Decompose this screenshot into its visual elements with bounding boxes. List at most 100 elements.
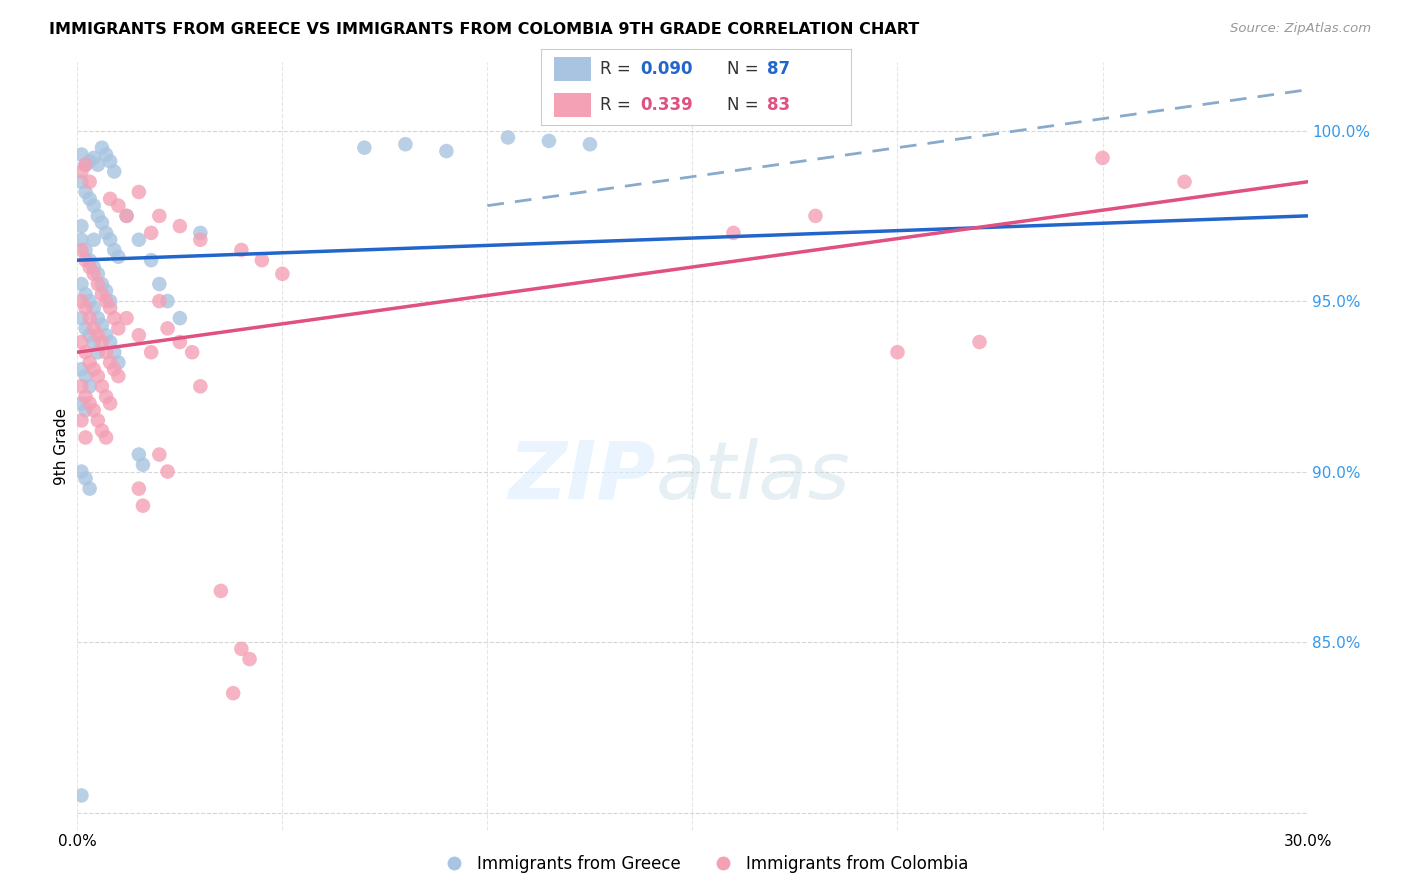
Point: [148, 448, 170, 462]
Point: [79, 192, 101, 206]
Point: [70, 294, 93, 309]
Point: [156, 294, 179, 309]
Point: [83, 403, 105, 417]
Point: [75, 345, 97, 359]
Point: [723, 226, 745, 240]
Point: [132, 499, 155, 513]
Point: [886, 345, 908, 359]
Point: [87, 267, 110, 281]
Point: [79, 482, 101, 496]
Point: [90, 334, 114, 349]
Point: [70, 396, 93, 410]
Point: [70, 465, 93, 479]
Point: [94, 328, 117, 343]
Point: [239, 652, 262, 666]
Point: [70, 233, 93, 247]
Point: [148, 294, 170, 309]
Point: [107, 369, 129, 384]
Point: [103, 345, 125, 359]
Point: [128, 233, 150, 247]
Point: [181, 345, 204, 359]
Point: [70, 413, 93, 427]
Point: [90, 141, 114, 155]
Point: [70, 789, 93, 803]
Text: IMMIGRANTS FROM GREECE VS IMMIGRANTS FROM COLOMBIA 9TH GRADE CORRELATION CHART: IMMIGRANTS FROM GREECE VS IMMIGRANTS FRO…: [49, 22, 920, 37]
Point: [141, 253, 163, 268]
Point: [496, 130, 519, 145]
Point: [79, 260, 101, 274]
Point: [128, 482, 150, 496]
Text: R =: R =: [600, 96, 636, 114]
Point: [87, 311, 110, 326]
Point: [169, 334, 191, 349]
Point: [70, 311, 93, 326]
Point: [222, 686, 245, 700]
Point: [79, 175, 101, 189]
Point: [148, 209, 170, 223]
Point: [79, 311, 101, 326]
Point: [1091, 151, 1114, 165]
Point: [148, 277, 170, 291]
Point: [141, 345, 163, 359]
Point: [79, 253, 101, 268]
Point: [98, 301, 121, 315]
Point: [70, 277, 93, 291]
Text: 0.090: 0.090: [640, 60, 693, 78]
Point: [128, 185, 150, 199]
Point: [98, 355, 121, 369]
Point: [90, 424, 114, 438]
Point: [70, 379, 93, 393]
Point: [83, 362, 105, 376]
Text: ZIP: ZIP: [508, 438, 655, 516]
Point: [98, 192, 121, 206]
Point: [75, 321, 97, 335]
Point: [90, 379, 114, 393]
Point: [1174, 175, 1197, 189]
Point: [90, 287, 114, 301]
Point: [70, 175, 93, 189]
Point: [90, 318, 114, 332]
Point: [969, 334, 991, 349]
Point: [394, 137, 416, 152]
Point: [75, 185, 97, 199]
Point: [79, 294, 101, 309]
Point: [75, 158, 97, 172]
Point: [83, 301, 105, 315]
Text: N =: N =: [727, 96, 763, 114]
Legend: Immigrants from Greece, Immigrants from Colombia: Immigrants from Greece, Immigrants from …: [430, 848, 976, 880]
Text: N =: N =: [727, 60, 763, 78]
Point: [107, 321, 129, 335]
Point: [75, 243, 97, 257]
Point: [79, 328, 101, 343]
Text: 83: 83: [768, 96, 790, 114]
Point: [87, 277, 110, 291]
Point: [103, 311, 125, 326]
Point: [98, 233, 121, 247]
Point: [70, 147, 93, 161]
Point: [79, 355, 101, 369]
Point: [94, 390, 117, 404]
Point: [169, 219, 191, 233]
Point: [115, 209, 138, 223]
Point: [83, 321, 105, 335]
Point: [271, 267, 294, 281]
Point: [75, 369, 97, 384]
Point: [103, 164, 125, 178]
Point: [98, 154, 121, 169]
Point: [188, 379, 212, 393]
Point: [115, 209, 138, 223]
Point: [436, 144, 458, 158]
Point: [75, 301, 97, 315]
Point: [579, 137, 602, 152]
Point: [75, 471, 97, 485]
Point: [75, 158, 97, 172]
Point: [209, 583, 232, 598]
Point: [107, 199, 129, 213]
Point: [83, 233, 105, 247]
Point: [90, 277, 114, 291]
Point: [353, 141, 375, 155]
Point: [94, 430, 117, 444]
Point: [87, 209, 110, 223]
Y-axis label: 9th Grade: 9th Grade: [53, 408, 69, 484]
Point: [70, 334, 93, 349]
